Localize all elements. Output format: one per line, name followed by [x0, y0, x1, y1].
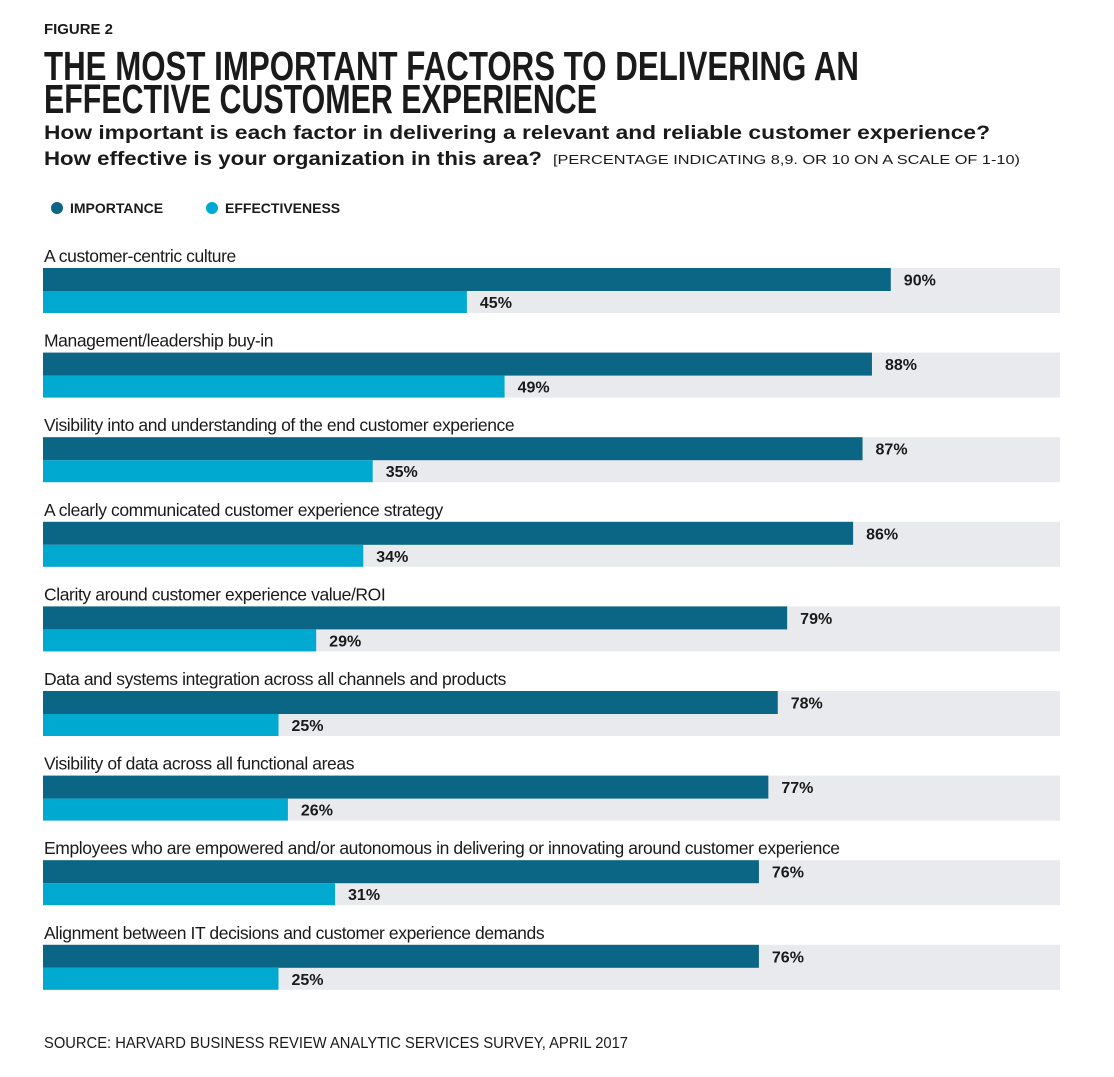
- category-label: Visibility of data across all functional…: [44, 754, 355, 774]
- bar: [43, 883, 336, 906]
- value-label: 35%: [386, 464, 418, 481]
- value-label: 86%: [866, 526, 898, 543]
- category-label: A customer-centric culture: [44, 246, 236, 266]
- bar: [43, 691, 778, 714]
- source: SOURCE: HARVARD BUSINESS REVIEW ANALYTIC…: [44, 1035, 628, 1052]
- category-label: A clearly communicated customer experien…: [44, 500, 443, 520]
- value-label: 78%: [791, 696, 823, 713]
- value-label: 87%: [876, 442, 908, 459]
- bar: [43, 291, 467, 313]
- bar: [43, 375, 505, 398]
- bar: [43, 860, 759, 884]
- value-label: 77%: [781, 780, 813, 797]
- bar: [43, 437, 863, 461]
- bar: [43, 775, 769, 799]
- subtitle: How important is each factor in deliveri…: [44, 123, 990, 144]
- bar: [43, 714, 279, 736]
- value-label: 34%: [376, 549, 408, 566]
- value-label: 26%: [301, 803, 333, 820]
- category-label: Data and systems integration across all …: [44, 669, 507, 689]
- value-label: 88%: [885, 357, 917, 374]
- category-label: Clarity around customer experience value…: [44, 584, 385, 604]
- bar: [43, 798, 288, 821]
- value-label: 25%: [292, 972, 324, 989]
- legend-marker: [51, 202, 63, 214]
- bar: [43, 629, 317, 652]
- legend-label: EFFECTIVENESS: [225, 200, 340, 216]
- value-label: 76%: [772, 949, 804, 966]
- value-label: 31%: [348, 887, 380, 904]
- legend-label: IMPORTANCE: [70, 200, 163, 216]
- figure-label: FIGURE 2: [44, 21, 113, 38]
- subtitle: How effective is your organization in th…: [44, 149, 542, 170]
- category-label: Employees who are empowered and/or auton…: [44, 838, 840, 858]
- value-label: 79%: [800, 611, 832, 628]
- value-label: 90%: [904, 273, 936, 290]
- category-label: Visibility into and understanding of the…: [44, 415, 514, 435]
- bar: [43, 352, 872, 376]
- bar: [43, 268, 891, 291]
- value-label: 76%: [772, 865, 804, 882]
- bar: [43, 967, 279, 990]
- bar: [43, 521, 854, 545]
- category-label: Alignment between IT decisions and custo…: [44, 923, 545, 943]
- category-label: Management/leadership buy-in: [44, 331, 273, 351]
- bar: [43, 544, 364, 567]
- value-label: 25%: [292, 718, 324, 735]
- bar: [43, 944, 759, 968]
- chart-title: THE MOST IMPORTANT FACTORS TO DELIVERING…: [44, 43, 859, 89]
- bar: [43, 460, 373, 483]
- bar: [43, 606, 788, 630]
- value-label: 49%: [518, 380, 550, 397]
- legend-marker: [206, 202, 218, 214]
- chart-title: EFFECTIVE CUSTOMER EXPERIENCE: [44, 76, 597, 122]
- note: [PERCENTAGE INDICATING 8,9. OR 10 ON A S…: [553, 152, 1020, 167]
- value-label: 45%: [480, 295, 512, 312]
- value-label: 29%: [329, 633, 361, 650]
